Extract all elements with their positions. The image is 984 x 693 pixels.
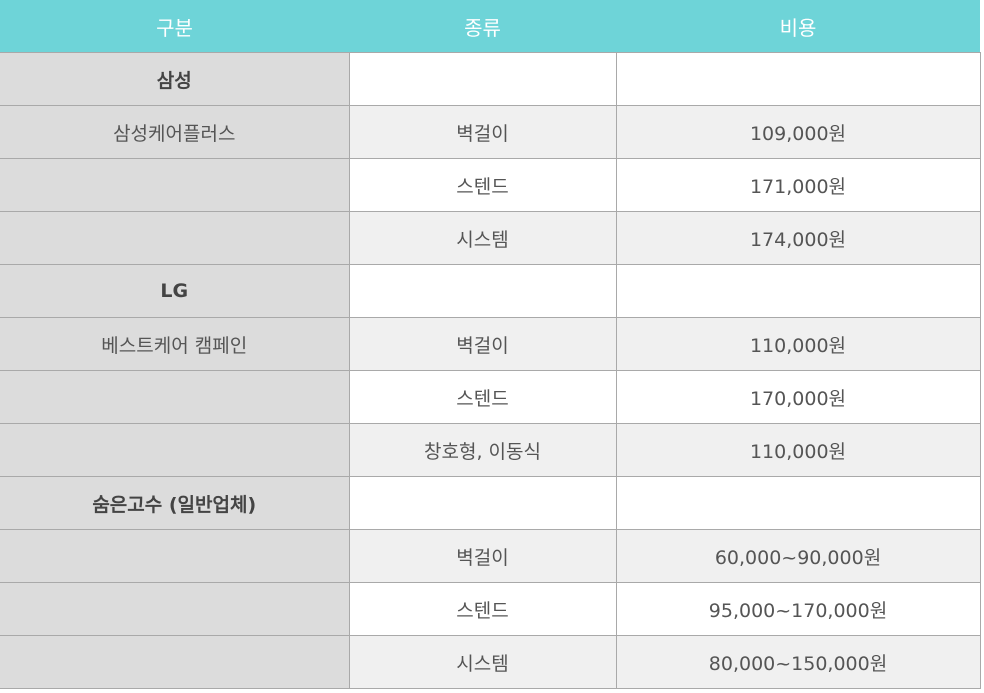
cell-kind: 스텐드 — [348, 370, 617, 424]
table-row: 창호형, 이동식 110,000원 — [0, 423, 981, 477]
table-row: 벽걸이 60,000~90,000원 — [0, 529, 981, 583]
cell-cost: 170,000원 — [615, 370, 981, 424]
cell-category: LG — [0, 264, 350, 318]
cell-kind: 시스템 — [348, 211, 617, 265]
cell-cost: 110,000원 — [615, 423, 981, 477]
cell-kind: 벽걸이 — [348, 529, 617, 583]
cell-cost: 95,000~170,000원 — [615, 582, 981, 636]
table-row: 스텐드 95,000~170,000원 — [0, 582, 981, 636]
header-kind: 종류 — [349, 0, 616, 53]
cell-category — [0, 211, 350, 265]
cell-cost: 171,000원 — [615, 158, 981, 212]
cell-category — [0, 582, 350, 636]
table-row: 시스템 174,000원 — [0, 211, 981, 265]
cell-kind — [348, 476, 617, 530]
cell-cost: 60,000~90,000원 — [615, 529, 981, 583]
cell-cost — [615, 52, 981, 106]
table-row: 숨은고수 (일반업체) — [0, 476, 981, 530]
cell-cost: 110,000원 — [615, 317, 981, 371]
cell-kind — [348, 52, 617, 106]
cell-category: 삼성 — [0, 52, 350, 106]
table-row: 베스트케어 캠페인 벽걸이 110,000원 — [0, 317, 981, 371]
cell-cost — [615, 476, 981, 530]
cell-kind: 벽걸이 — [348, 317, 617, 371]
cell-cost: 109,000원 — [615, 105, 981, 159]
table-header-row: 구분 종류 비용 — [0, 0, 980, 53]
cell-category: 숨은고수 (일반업체) — [0, 476, 350, 530]
header-category: 구분 — [0, 0, 349, 53]
cell-kind: 스텐드 — [348, 158, 617, 212]
cell-category: 삼성케어플러스 — [0, 105, 350, 159]
cell-cost: 174,000원 — [615, 211, 981, 265]
cell-category — [0, 370, 350, 424]
cell-category — [0, 635, 350, 689]
header-cost: 비용 — [616, 0, 980, 53]
table-row: 삼성케어플러스 벽걸이 109,000원 — [0, 105, 981, 159]
cell-kind: 창호형, 이동식 — [348, 423, 617, 477]
cell-category: 베스트케어 캠페인 — [0, 317, 350, 371]
table-row: 스텐드 171,000원 — [0, 158, 981, 212]
cell-cost: 80,000~150,000원 — [615, 635, 981, 689]
cell-category — [0, 158, 350, 212]
cell-category — [0, 423, 350, 477]
cell-category — [0, 529, 350, 583]
cell-cost — [615, 264, 981, 318]
table-row: 삼성 — [0, 52, 981, 106]
table-row: 스텐드 170,000원 — [0, 370, 981, 424]
cell-kind: 벽걸이 — [348, 105, 617, 159]
cell-kind — [348, 264, 617, 318]
table-row: LG — [0, 264, 981, 318]
cell-kind: 시스템 — [348, 635, 617, 689]
cell-kind: 스텐드 — [348, 582, 617, 636]
table-row: 시스템 80,000~150,000원 — [0, 635, 981, 689]
